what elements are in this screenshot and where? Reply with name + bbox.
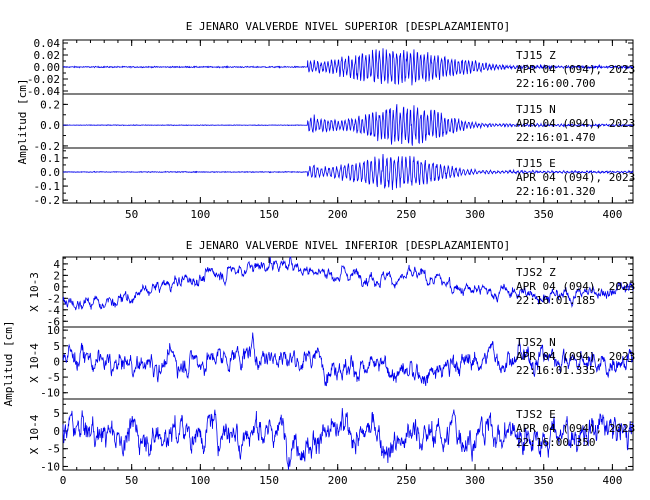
- y-tick-label: 0.0: [40, 119, 60, 132]
- x-tick-label: 300: [465, 474, 485, 487]
- x-tick-label: 400: [602, 208, 622, 221]
- x-tick-label: 50: [125, 474, 138, 487]
- trace-label-line: TJS2 Z: [516, 266, 556, 279]
- x-tick-label: 100: [190, 474, 210, 487]
- trace-label-line: TJS2 N: [516, 336, 556, 349]
- y-tick-label: -5: [47, 443, 60, 456]
- x-tick-label: 150: [259, 474, 279, 487]
- y-tick-label: 2: [53, 269, 60, 282]
- y-tick-label: -6: [47, 315, 60, 328]
- y-tick-label: 0: [53, 425, 60, 438]
- x-tick-label: 250: [396, 208, 416, 221]
- waveform-line: [62, 48, 634, 86]
- trace-label-line: 22:16:00.350: [516, 436, 595, 449]
- x-tick-label: 200: [328, 474, 348, 487]
- scale-label: X 10-4: [28, 343, 41, 383]
- scale-label: X 10-4: [28, 414, 41, 454]
- trace-label-line: 22:16:01.320: [516, 185, 595, 198]
- trace-label-line: APR 04 (094), 2023: [516, 350, 635, 363]
- waveform-line: [62, 154, 634, 190]
- x-tick-label: 400: [602, 474, 622, 487]
- trace-label-line: 22:16:00.700: [516, 77, 595, 90]
- trace-label-line: APR 04 (094), 2023: [516, 171, 635, 184]
- y-tick-label: 5: [53, 340, 60, 353]
- trace-label-line: TJ15 E: [516, 157, 556, 170]
- x-tick-label: 300: [465, 208, 485, 221]
- x-tick-label: 100: [190, 208, 210, 221]
- y-tick-label: -5: [47, 371, 60, 384]
- chart-title: E JENARO VALVERDE NIVEL SUPERIOR [DESPLA…: [186, 20, 511, 33]
- y-tick-label: 0.0: [40, 166, 60, 179]
- chart-panel-2: E JENARO VALVERDE NIVEL INFERIOR [DESPLA…: [2, 239, 635, 487]
- waveform-line: [62, 332, 634, 387]
- x-tick-label: 350: [534, 474, 554, 487]
- x-tick-label: 50: [125, 208, 138, 221]
- trace-label-line: 22:16:01.470: [516, 131, 595, 144]
- waveform-line: [62, 104, 634, 146]
- y-tick-label: -0.2: [34, 194, 61, 207]
- trace-label-line: APR 04 (094), 2023: [516, 280, 635, 293]
- trace-label-line: 22:16:01.335: [516, 364, 595, 377]
- y-tick-label: -10: [40, 460, 60, 473]
- y-axis-label: Amplitud [cm]: [16, 78, 29, 164]
- trace-label-line: 22:16:01.185: [516, 294, 595, 307]
- y-tick-label: -0.04: [27, 85, 60, 98]
- y-tick-label: 0: [53, 355, 60, 368]
- waveform-line: [62, 256, 634, 311]
- trace-label-line: APR 04 (094), 2023: [516, 117, 635, 130]
- trace-frame: [62, 147, 634, 204]
- y-axis-label: Amplitud [cm]: [2, 320, 15, 406]
- scale-label: X 10-3: [28, 272, 41, 312]
- y-tick-label: 0.1: [40, 152, 60, 165]
- y-tick-label: -0.02: [27, 73, 60, 86]
- trace-label-line: APR 04 (094), 2023: [516, 422, 635, 435]
- trace-label-line: TJ15 N: [516, 103, 556, 116]
- x-tick-label: 250: [396, 474, 416, 487]
- y-tick-label: 0.2: [40, 98, 60, 111]
- y-tick-label: -4: [47, 304, 61, 317]
- y-tick-label: 0.00: [34, 61, 61, 74]
- y-tick-label: 0.02: [34, 49, 61, 62]
- x-tick-label: 150: [259, 208, 279, 221]
- y-tick-label: -0.2: [34, 140, 61, 153]
- chart-title: E JENARO VALVERDE NIVEL INFERIOR [DESPLA…: [186, 239, 511, 252]
- x-tick-label: 0: [60, 474, 67, 487]
- y-tick-label: 0.04: [34, 37, 61, 50]
- x-tick-label: 200: [328, 208, 348, 221]
- y-tick-label: 10: [47, 324, 60, 337]
- y-tick-label: -0.1: [34, 180, 61, 193]
- y-tick-label: 4: [53, 258, 60, 271]
- trace-label-line: TJ15 Z: [516, 49, 556, 62]
- waveform-line: [62, 407, 634, 471]
- trace-label-line: APR 04 (094), 2023: [516, 63, 635, 76]
- trace-label-line: TJS2 E: [516, 408, 556, 421]
- y-tick-label: 5: [53, 407, 60, 420]
- y-tick-label: -2: [47, 292, 60, 305]
- x-tick-label: 350: [534, 208, 554, 221]
- y-tick-label: 0: [53, 281, 60, 294]
- y-tick-label: -10: [40, 387, 60, 400]
- chart-panel-1: E JENARO VALVERDE NIVEL SUPERIOR [DESPLA…: [16, 20, 635, 221]
